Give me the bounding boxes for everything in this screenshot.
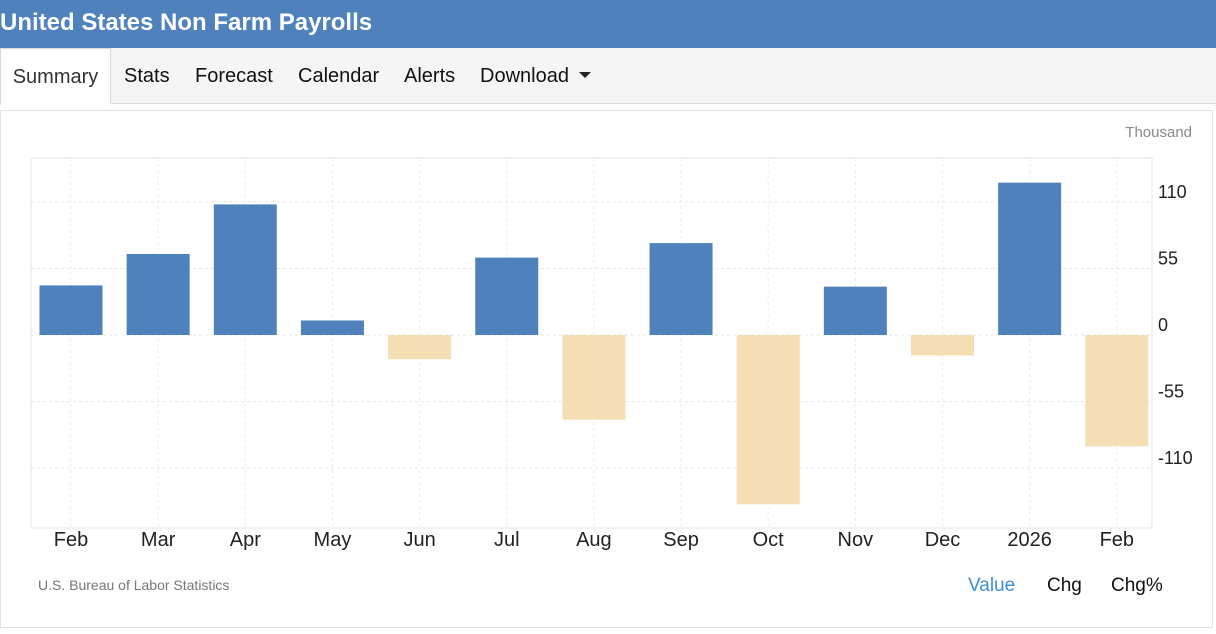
x-tick-label: Apr bbox=[230, 529, 261, 551]
x-tick-label: Sep bbox=[663, 529, 699, 551]
bar[interactable] bbox=[39, 285, 103, 335]
bar[interactable] bbox=[998, 182, 1062, 335]
plot-area bbox=[30, 157, 1153, 529]
y-tick-label: -55 bbox=[1158, 382, 1184, 402]
tab-download-label: Download bbox=[480, 65, 569, 87]
bar[interactable] bbox=[213, 204, 277, 335]
chg-toggle[interactable]: Chg bbox=[1047, 575, 1082, 597]
bar[interactable] bbox=[475, 257, 539, 335]
x-tick-label: Feb bbox=[1100, 529, 1134, 551]
value-toggle-label: Value bbox=[968, 575, 1016, 596]
x-tick-label: Nov bbox=[838, 529, 874, 551]
bar[interactable] bbox=[562, 335, 626, 420]
bar[interactable] bbox=[823, 286, 887, 335]
tab-stats-label: Stats bbox=[124, 65, 170, 87]
tab-summary-label: Summary bbox=[12, 66, 99, 88]
bar[interactable] bbox=[911, 335, 974, 356]
tab-calendar-label: Calendar bbox=[298, 65, 380, 87]
y-tick-label: 110 bbox=[1158, 182, 1187, 202]
x-tick-label: Mar bbox=[141, 529, 176, 551]
tab-stats[interactable]: Stats bbox=[124, 48, 170, 104]
tab-calendar[interactable]: Calendar bbox=[298, 48, 379, 104]
bar[interactable] bbox=[126, 253, 190, 335]
chevron-down-icon bbox=[578, 71, 591, 78]
x-tick-label: Jun bbox=[403, 529, 435, 551]
tab-forecast[interactable]: Forecast bbox=[195, 48, 273, 104]
unit-label: Thousand bbox=[1125, 124, 1192, 141]
source-label: U.S. Bureau of Labor Statistics bbox=[38, 577, 230, 593]
chg-percent-toggle[interactable]: Chg% bbox=[1111, 575, 1163, 597]
bar[interactable] bbox=[1085, 335, 1149, 447]
y-tick-label: 0 bbox=[1158, 315, 1168, 335]
tab-summary[interactable]: Summary bbox=[0, 48, 111, 105]
page-title: United States Non Farm Payrolls bbox=[0, 9, 373, 36]
bar[interactable] bbox=[649, 243, 713, 335]
tab-bar: Summary Stats Forecast Calendar Alerts D… bbox=[0, 48, 1216, 105]
x-tick-label: Feb bbox=[54, 529, 88, 551]
chg-toggle-label: Chg bbox=[1047, 575, 1082, 596]
value-toggle[interactable]: Value bbox=[968, 575, 1015, 597]
tab-forecast-label: Forecast bbox=[195, 65, 273, 87]
y-tick-label: 55 bbox=[1158, 249, 1178, 269]
bar[interactable] bbox=[388, 335, 452, 360]
x-tick-label: Jul bbox=[494, 529, 520, 551]
x-tick-label: Dec bbox=[925, 529, 961, 551]
x-tick-label: 2026 bbox=[1007, 529, 1052, 551]
x-tick-label: Aug bbox=[576, 529, 612, 551]
y-tick-label: -110 bbox=[1158, 448, 1193, 468]
x-tick-label: May bbox=[314, 529, 352, 551]
tab-alerts[interactable]: Alerts bbox=[404, 48, 455, 104]
bar[interactable] bbox=[736, 335, 800, 505]
bar[interactable] bbox=[300, 320, 364, 335]
tab-download[interactable]: Download bbox=[480, 48, 591, 104]
x-tick-label: Oct bbox=[753, 529, 785, 551]
title-bar: United States Non Farm Payrolls bbox=[0, 0, 1216, 48]
tab-alerts-label: Alerts bbox=[404, 65, 456, 87]
chg-percent-toggle-label: Chg% bbox=[1111, 575, 1163, 596]
